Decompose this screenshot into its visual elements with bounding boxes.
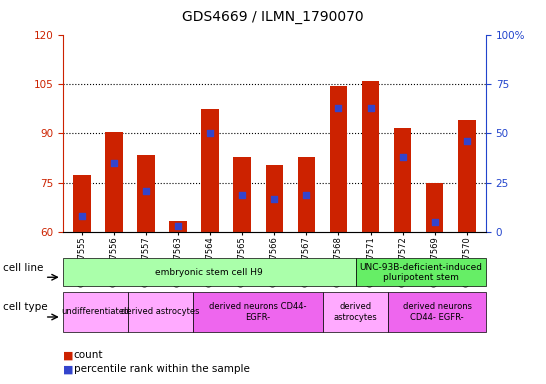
Bar — [458, 120, 476, 232]
Text: GDS4669 / ILMN_1790070: GDS4669 / ILMN_1790070 — [182, 10, 364, 23]
Bar — [201, 109, 219, 232]
Point — [78, 214, 86, 220]
Point — [174, 223, 182, 230]
Point — [270, 195, 278, 202]
Text: embryonic stem cell H9: embryonic stem cell H9 — [156, 268, 263, 277]
Text: undifferentiated: undifferentiated — [61, 308, 129, 316]
Bar — [169, 221, 187, 232]
Text: cell line: cell line — [3, 263, 43, 273]
Text: derived neurons CD44-
EGFR-: derived neurons CD44- EGFR- — [209, 302, 307, 322]
Point — [110, 160, 118, 166]
Bar — [394, 129, 411, 232]
Text: UNC-93B-deficient-induced
pluripotent stem: UNC-93B-deficient-induced pluripotent st… — [359, 263, 482, 282]
Bar — [105, 132, 123, 232]
Text: derived neurons
CD44- EGFR-: derived neurons CD44- EGFR- — [402, 302, 472, 322]
Bar — [73, 175, 91, 232]
Bar — [138, 155, 155, 232]
Bar — [361, 81, 379, 232]
Text: derived astrocytes: derived astrocytes — [121, 308, 200, 316]
Point — [462, 138, 471, 144]
Text: derived
astrocytes: derived astrocytes — [334, 302, 378, 322]
Point — [238, 192, 247, 198]
Point — [366, 105, 375, 111]
Point — [142, 188, 151, 194]
Bar — [298, 157, 315, 232]
Text: percentile rank within the sample: percentile rank within the sample — [74, 364, 250, 374]
Point — [398, 154, 407, 160]
Text: ■: ■ — [63, 364, 73, 374]
Bar — [234, 157, 251, 232]
Point — [430, 219, 439, 225]
Text: cell type: cell type — [3, 302, 48, 313]
Point — [334, 105, 343, 111]
Bar — [426, 183, 443, 232]
Text: ■: ■ — [63, 350, 73, 360]
Text: count: count — [74, 350, 103, 360]
Bar — [265, 165, 283, 232]
Point — [302, 192, 311, 198]
Point — [206, 131, 215, 137]
Bar — [330, 86, 347, 232]
